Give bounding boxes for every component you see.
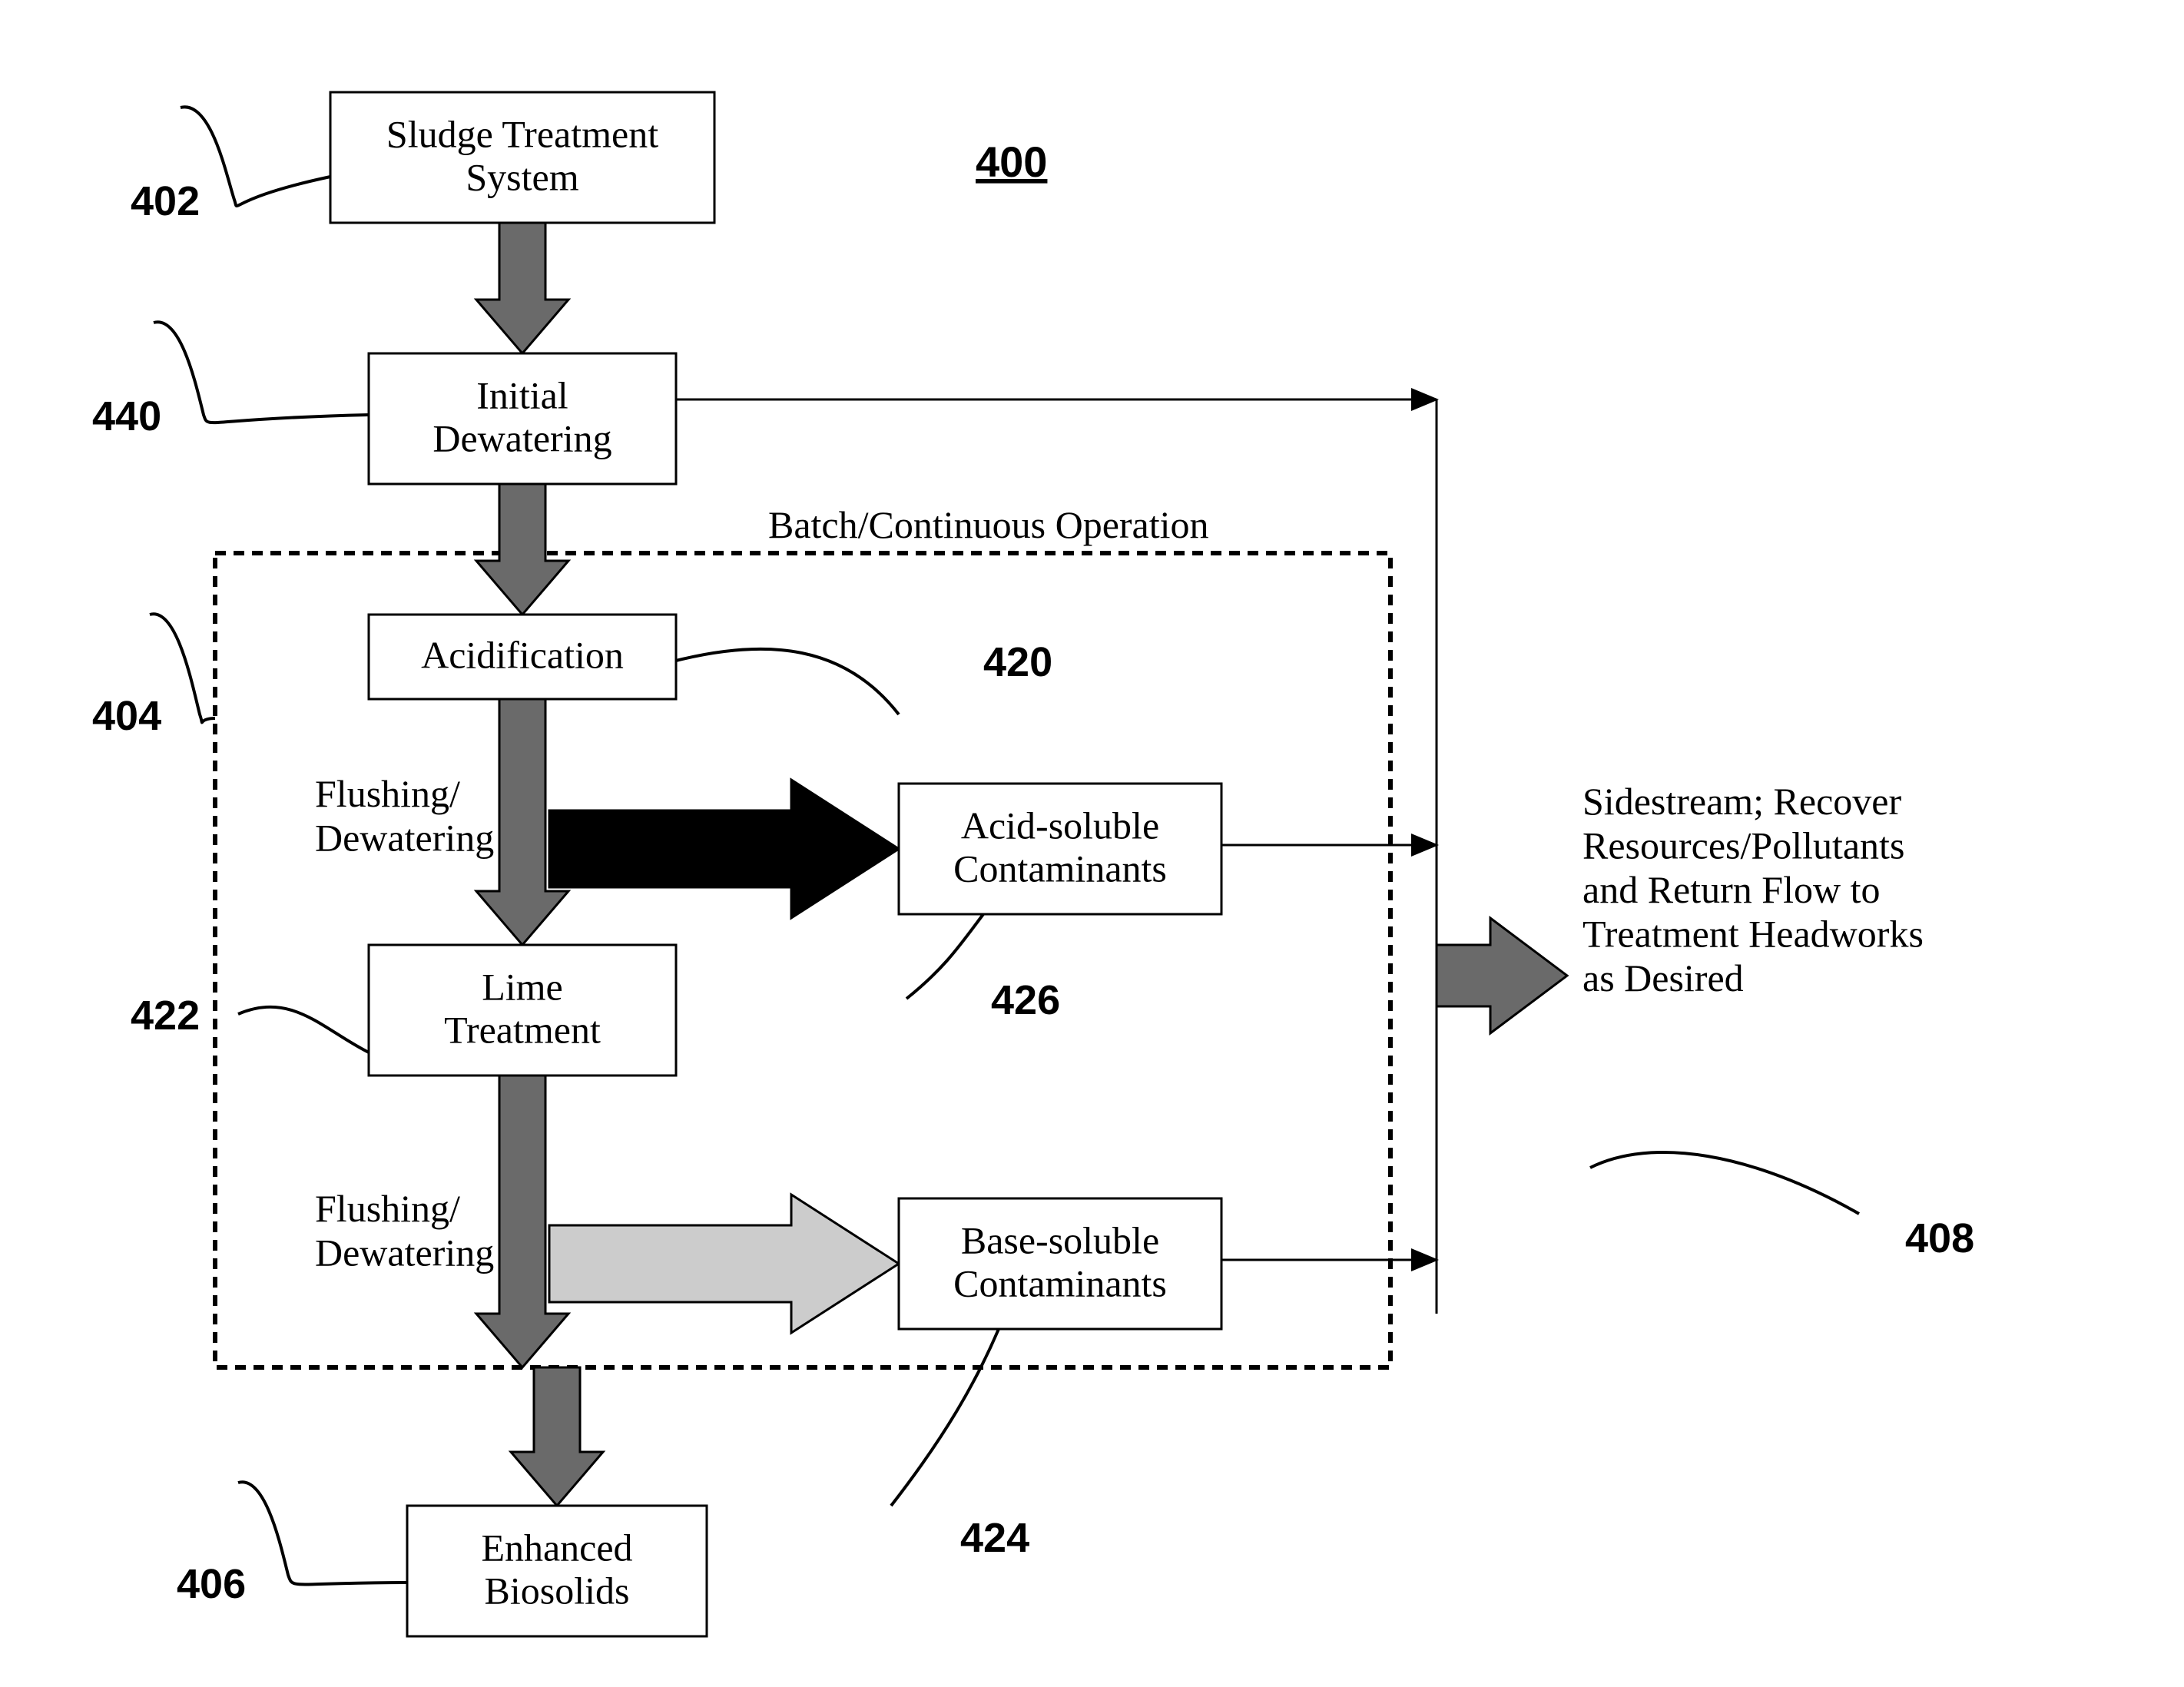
arrow-bus-to-sidestream <box>1437 918 1567 1033</box>
callout-path-c406 <box>238 1482 407 1584</box>
callout-path-c440 <box>154 322 369 423</box>
node-basecont-line0: Base-soluble <box>961 1218 1159 1261</box>
node-acid-line0: Acidification <box>421 633 624 676</box>
node-initdew-line0: Initial <box>476 373 568 416</box>
batch-region-label: Batch/Continuous Operation <box>768 503 1209 546</box>
node-lime-line0: Lime <box>482 965 563 1008</box>
label-sidestream-line4: as Desired <box>1582 956 1744 999</box>
node-acidcont-line0: Acid-soluble <box>961 804 1159 847</box>
ref-420: 420 <box>983 639 1052 685</box>
label-flush2-line1: Dewatering <box>315 1231 494 1274</box>
label-sidestream-line0: Sidestream; Recover <box>1582 780 1901 823</box>
ref-404: 404 <box>92 693 161 739</box>
label-flush1-line1: Dewatering <box>315 817 494 860</box>
node-initdew-line1: Dewatering <box>432 416 611 459</box>
node-enhbio-line1: Biosolids <box>485 1569 630 1612</box>
node-basecont-line1: Contaminants <box>953 1261 1167 1304</box>
callout-path-c402 <box>181 107 330 206</box>
label-sidestream-line1: Resources/Pollutants <box>1582 824 1904 867</box>
node-sludge-line0: Sludge Treatment <box>386 112 658 155</box>
arrow-lime-to-basecont <box>549 1195 899 1333</box>
arrow-sludge-to-initdew <box>476 223 568 353</box>
label-flush1-line0: Flushing/ <box>315 772 460 815</box>
label-flush2-line0: Flushing/ <box>315 1187 460 1230</box>
label-sidestream-line3: Treatment Headworks <box>1582 913 1924 956</box>
flowchart-canvas: Batch/Continuous Operation Sludge Treatme… <box>0 0 2184 1687</box>
node-acidcont-line1: Contaminants <box>953 847 1167 890</box>
ref-406: 406 <box>177 1561 246 1607</box>
callout-path-c420 <box>676 649 899 714</box>
ref-426: 426 <box>991 977 1060 1023</box>
figure-ref-400: 400 <box>976 138 1047 186</box>
arrow-acid-to-acidcont <box>549 780 899 918</box>
ref-424: 424 <box>960 1515 1029 1561</box>
arrow-lime-down <box>476 1076 568 1367</box>
callout-path-c408 <box>1590 1152 1859 1214</box>
node-sludge-line1: System <box>466 155 578 198</box>
ref-402: 402 <box>131 178 200 224</box>
arrow-to-enhbio <box>511 1367 603 1506</box>
arrow-initdew-to-acid <box>476 484 568 615</box>
ref-422: 422 <box>131 993 200 1039</box>
callout-path-c422 <box>238 1007 369 1052</box>
label-sidestream-line2: and Return Flow to <box>1582 868 1880 911</box>
callout-path-c424 <box>891 1329 999 1506</box>
node-enhbio-line0: Enhanced <box>481 1526 632 1569</box>
ref-440: 440 <box>92 393 161 439</box>
node-lime-line1: Treatment <box>444 1008 601 1051</box>
callout-path-c426 <box>906 914 983 999</box>
ref-408: 408 <box>1905 1215 1974 1261</box>
